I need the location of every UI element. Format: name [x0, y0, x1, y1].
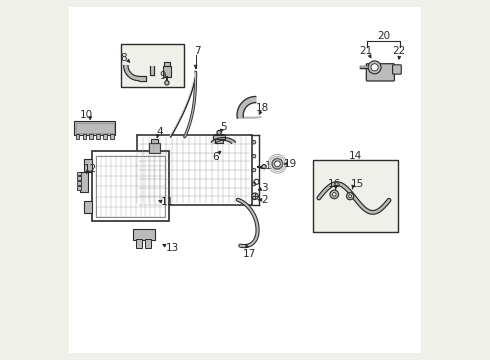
FancyBboxPatch shape — [77, 181, 81, 185]
FancyBboxPatch shape — [92, 151, 170, 221]
Text: 17: 17 — [243, 249, 256, 259]
FancyBboxPatch shape — [77, 176, 81, 180]
Text: 16: 16 — [328, 179, 341, 189]
FancyBboxPatch shape — [164, 62, 170, 66]
Text: 4: 4 — [156, 127, 163, 138]
FancyBboxPatch shape — [103, 134, 107, 139]
FancyBboxPatch shape — [392, 65, 401, 74]
Text: 6: 6 — [212, 152, 219, 162]
Circle shape — [262, 165, 266, 169]
Text: 2: 2 — [262, 195, 268, 205]
Circle shape — [333, 193, 336, 196]
FancyBboxPatch shape — [110, 134, 114, 139]
Text: 7: 7 — [194, 46, 201, 56]
Text: 12: 12 — [84, 164, 98, 174]
Circle shape — [274, 161, 280, 167]
Circle shape — [272, 158, 283, 169]
Polygon shape — [123, 66, 139, 81]
FancyBboxPatch shape — [136, 239, 142, 248]
FancyBboxPatch shape — [83, 134, 86, 139]
FancyBboxPatch shape — [163, 66, 171, 77]
Circle shape — [252, 168, 256, 172]
Circle shape — [346, 193, 354, 200]
Circle shape — [371, 64, 378, 71]
Text: 10: 10 — [79, 110, 93, 120]
FancyBboxPatch shape — [77, 172, 81, 175]
Text: 20: 20 — [377, 31, 390, 41]
FancyBboxPatch shape — [74, 121, 116, 135]
Polygon shape — [237, 96, 256, 118]
Text: 9: 9 — [160, 71, 166, 81]
FancyBboxPatch shape — [149, 143, 160, 153]
Circle shape — [252, 140, 256, 144]
FancyBboxPatch shape — [216, 134, 222, 143]
FancyBboxPatch shape — [367, 64, 394, 81]
Circle shape — [217, 130, 221, 135]
FancyBboxPatch shape — [80, 172, 88, 192]
Text: 8: 8 — [120, 53, 126, 63]
FancyBboxPatch shape — [90, 134, 93, 139]
Text: 15: 15 — [351, 179, 364, 189]
Text: 11: 11 — [161, 197, 174, 207]
FancyBboxPatch shape — [69, 7, 421, 353]
Circle shape — [252, 193, 258, 199]
Circle shape — [165, 81, 169, 85]
FancyBboxPatch shape — [151, 139, 158, 143]
Text: 3: 3 — [262, 183, 268, 193]
Circle shape — [368, 61, 381, 74]
FancyBboxPatch shape — [84, 201, 92, 213]
Text: 5: 5 — [220, 122, 227, 132]
FancyBboxPatch shape — [137, 135, 252, 205]
FancyBboxPatch shape — [133, 229, 155, 240]
Polygon shape — [237, 117, 261, 118]
Text: 21: 21 — [359, 46, 372, 56]
FancyBboxPatch shape — [97, 134, 100, 139]
FancyBboxPatch shape — [145, 239, 151, 248]
Text: 1: 1 — [265, 161, 271, 171]
FancyBboxPatch shape — [77, 186, 81, 190]
Text: 19: 19 — [283, 159, 296, 169]
FancyBboxPatch shape — [121, 44, 184, 87]
Polygon shape — [149, 66, 154, 75]
Circle shape — [252, 182, 256, 186]
Text: 18: 18 — [256, 103, 269, 113]
Polygon shape — [211, 138, 236, 143]
FancyBboxPatch shape — [213, 135, 225, 139]
Circle shape — [330, 190, 339, 199]
FancyBboxPatch shape — [84, 159, 92, 172]
Text: 13: 13 — [166, 243, 179, 253]
Circle shape — [252, 196, 256, 200]
FancyBboxPatch shape — [314, 160, 398, 232]
Circle shape — [349, 195, 351, 198]
Text: 14: 14 — [349, 150, 363, 161]
Text: 22: 22 — [392, 46, 406, 56]
Polygon shape — [139, 76, 146, 81]
Circle shape — [252, 154, 256, 158]
FancyBboxPatch shape — [76, 134, 79, 139]
